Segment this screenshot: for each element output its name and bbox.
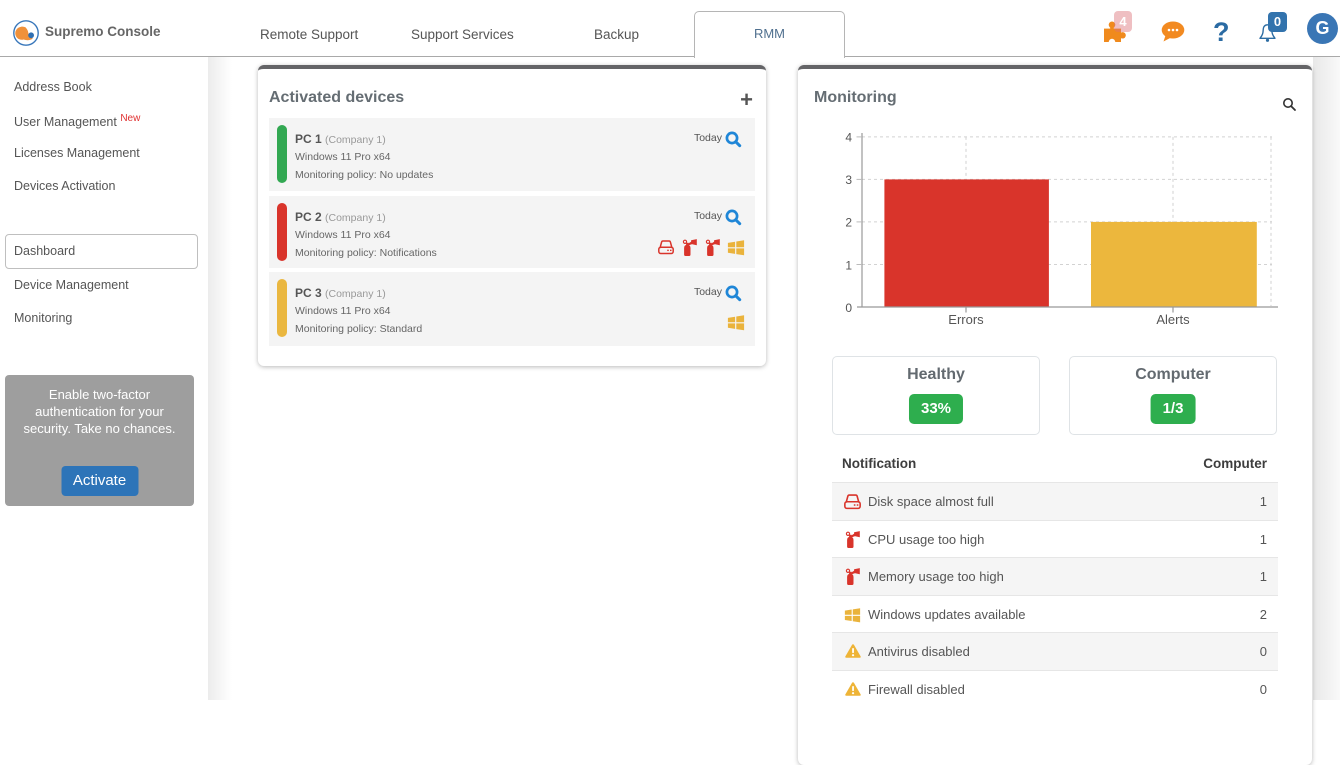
svg-text:0: 0	[845, 301, 852, 315]
svg-text:Alerts: Alerts	[1156, 312, 1190, 327]
svg-text:4: 4	[845, 131, 852, 145]
svg-text:3: 3	[845, 173, 852, 187]
svg-text:1: 1	[845, 258, 852, 272]
svg-text:2: 2	[845, 216, 852, 230]
svg-text:Errors: Errors	[948, 312, 984, 327]
